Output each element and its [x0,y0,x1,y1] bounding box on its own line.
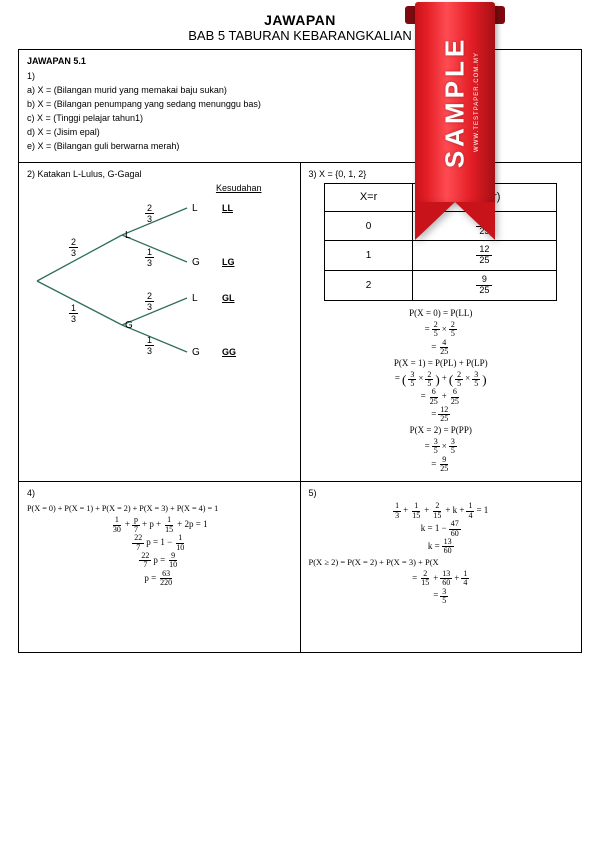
math-line: P(X = 2) = P(PP) [309,424,574,438]
tree-code: GG [222,347,236,357]
title-sub: BAB 5 TABURAN KEBARANGKALIAN [18,28,582,43]
th-xr: X=r [325,183,412,211]
tree-leaf: G [192,347,200,358]
tree-leaf: L [192,203,198,214]
math-line: 227 p = 1 − 110 [27,534,292,552]
math-line: = 925 [309,456,574,474]
math-line: 130 + p7 + p + 115 + 2p = 1 [27,516,292,534]
math-line: P(X = 0) + P(X = 1) + P(X = 2) + P(X = 3… [27,502,292,516]
math-line: = 35 [309,588,574,606]
q4-label: 4) [27,488,292,498]
tree-branch-prob: 23 [145,291,154,312]
math-line: P(X = 1) = P(PL) + P(LP) [309,357,574,371]
tree-svg [27,183,287,373]
page-frame: JAWAPAN 5.1 1) a) X = (Bilangan murid ya… [18,49,582,653]
q2-label: 2) Katakan L-Lulus, G-Gagal [27,169,292,179]
math-line: = 25 × 25 [309,321,574,339]
section-4: 4) P(X = 0) + P(X = 1) + P(X = 2) + P(X … [19,482,300,652]
td-r: 1 [325,241,412,271]
tree-mid-G: G [125,320,133,331]
table-row: 1 1225 [325,241,557,271]
tree-branch-prob: 13 [145,335,154,356]
math-line: = 425 [309,339,574,357]
q4-working: P(X = 0) + P(X = 1) + P(X = 2) + P(X = 3… [27,502,292,587]
math-line: P(X ≥ 2) = P(X = 2) + P(X = 3) + P(X [309,556,574,570]
row-2-3: 2) Katakan L-Lulus, G-Gagal Kesudahan L … [19,163,581,483]
td-r: 2 [325,271,412,301]
table-row: 2 925 [325,271,557,301]
math-line: = 35 × 35 [309,438,574,456]
td-r: 0 [325,211,412,241]
tree-branch-prob: 23 [69,237,78,258]
math-line: = (35 × 25) + (25 × 35) [309,371,574,389]
tree-code: LL [222,203,233,213]
tree-code: GL [222,293,235,303]
ribbon-url-text: WWW.TESTPAPER.COM.MY [474,52,480,152]
section-5: 5) 13 + 115 + 215 + k + 14 = 1 k = 1 − 4… [300,482,582,652]
math-line: = 1225 [309,406,574,424]
math-line: 227 p = 910 [27,552,292,570]
tree-mid-L: L [125,230,131,241]
q3-working: P(X = 0) = P(LL) = 25 × 25 = 425 P(X = 1… [309,307,574,473]
td-p: 925 [412,271,556,301]
math-line: = 215 + 1360 + 14 [309,570,574,588]
math-line: = 625 + 625 [309,388,574,406]
q2-tree: Kesudahan L G L G L G LL LG GL GG 231323… [27,183,292,373]
q5-label: 5) [309,488,574,498]
tree-branch-prob: 23 [145,203,154,224]
math-line: P(X = 0) = P(LL) [309,307,574,321]
section-1: JAWAPAN 5.1 1) a) X = (Bilangan murid ya… [19,50,581,163]
sample-ribbon: SAMPLE WWW.TESTPAPER.COM.MY [415,2,495,240]
ribbon-sample-text: SAMPLE [440,36,471,168]
tree-branch-prob: 13 [145,247,154,268]
tree-branch-prob: 13 [69,303,78,324]
tree-code: LG [222,257,235,267]
tree-leaf: G [192,257,200,268]
math-line: p = 63220 [27,570,292,588]
section-2: 2) Katakan L-Lulus, G-Gagal Kesudahan L … [19,163,300,482]
td-p: 1225 [412,241,556,271]
math-line: k = 1 − 4760 [309,520,574,538]
math-line: k = 1360 [309,538,574,556]
q5-working: 13 + 115 + 215 + k + 14 = 1 k = 1 − 4760… [309,502,574,605]
tree-leaf: L [192,293,198,304]
row-4-5: 4) P(X = 0) + P(X = 1) + P(X = 2) + P(X … [19,482,581,652]
math-line: 13 + 115 + 215 + k + 14 = 1 [309,502,574,520]
